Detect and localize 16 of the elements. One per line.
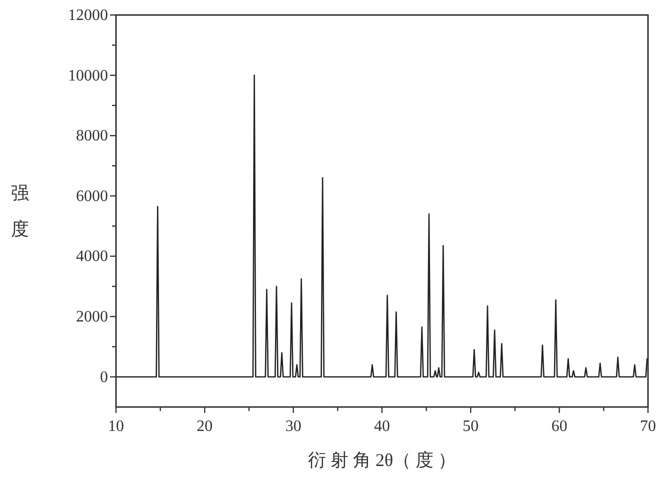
y-tick-label: 6000 bbox=[76, 188, 108, 205]
y-tick-label: 2000 bbox=[76, 308, 108, 326]
x-tick-label: 30 bbox=[285, 418, 302, 435]
x-axis-title: 衍 射 角 2θ（ 度 ） bbox=[308, 450, 456, 470]
x-tick-label: 60 bbox=[551, 418, 568, 435]
x-tick-label: 40 bbox=[374, 418, 390, 435]
x-tick-label: 70 bbox=[640, 418, 656, 435]
y-axis-title: 强度 bbox=[11, 183, 29, 239]
y-tick-label: 8000 bbox=[76, 128, 108, 145]
x-tick-label: 10 bbox=[108, 418, 124, 435]
y-tick-label: 4000 bbox=[76, 248, 108, 266]
y-tick-label: 10000 bbox=[68, 67, 108, 84]
x-tick-label: 20 bbox=[196, 418, 213, 435]
x-tick-label: 50 bbox=[462, 418, 479, 435]
y-tick-label: 12000 bbox=[68, 7, 108, 24]
y-tick-label: 0 bbox=[100, 368, 108, 386]
